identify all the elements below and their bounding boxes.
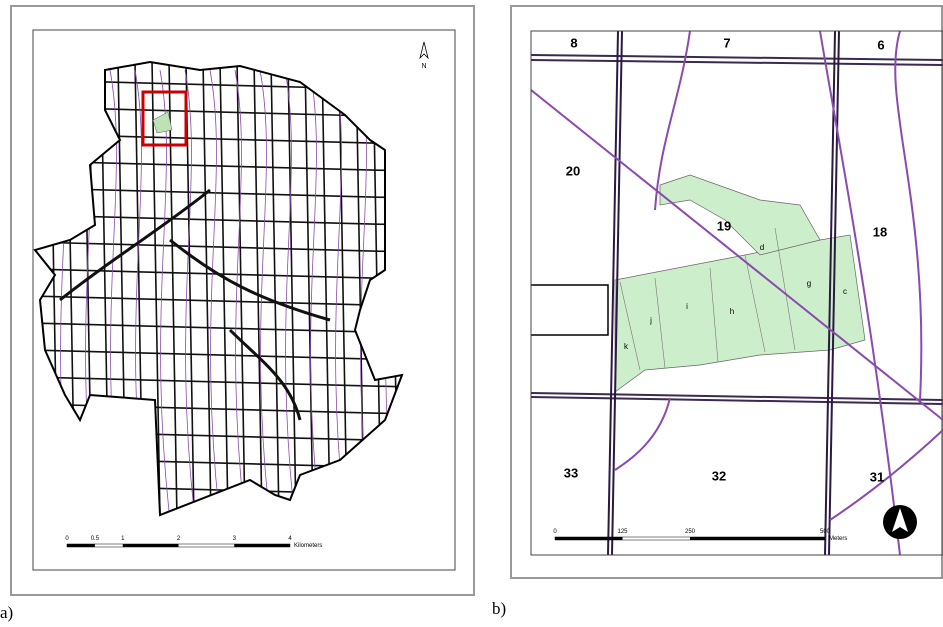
section-label: 6 <box>877 37 884 52</box>
scale-segment <box>67 544 95 547</box>
section-label: 18 <box>873 224 887 239</box>
section-label: 7 <box>723 35 730 50</box>
scale-label: 4 <box>288 536 292 542</box>
stand-label: c <box>843 287 847 296</box>
road <box>35 349 402 361</box>
road <box>35 241 402 253</box>
scale-segment <box>690 537 825 540</box>
scale-label: 0.5 <box>91 536 100 542</box>
road <box>202 62 212 515</box>
scale-label: 2 <box>177 536 181 542</box>
stream <box>259 69 271 515</box>
road <box>35 187 402 199</box>
scale-segment <box>234 544 290 547</box>
map-border <box>32 29 456 571</box>
road <box>287 62 297 515</box>
stand-label: i <box>686 302 688 311</box>
section-label: 20 <box>566 163 580 178</box>
scale-label: 500 <box>820 529 831 535</box>
north-label: N <box>421 63 426 70</box>
map <box>531 31 943 555</box>
stand-label: h <box>730 307 734 316</box>
stand-label: k <box>624 342 629 351</box>
panel-label: a) <box>0 603 13 622</box>
scale-label: 250 <box>685 529 696 535</box>
road <box>253 62 263 515</box>
section-label: 8 <box>570 35 577 50</box>
stream <box>234 69 246 515</box>
section-label: 33 <box>564 465 578 480</box>
road <box>270 62 280 515</box>
stream <box>309 69 321 515</box>
scale-label: 0 <box>553 529 557 535</box>
road <box>35 295 402 307</box>
scale-unit: Meters <box>829 536 847 542</box>
scale-label: 1 <box>121 536 125 542</box>
scale-unit: Kilometers <box>294 543 322 549</box>
scale-label: 125 <box>617 529 628 535</box>
road <box>35 376 402 388</box>
panel-label: b) <box>492 599 506 618</box>
panel-b: 8 7 6 20 19 18 33 32 31 d g c h i j k 0 1… <box>492 5 943 618</box>
section-label: 32 <box>712 468 726 483</box>
scale-segment <box>555 537 623 540</box>
scale-label: 0 <box>65 536 69 542</box>
road <box>338 62 348 515</box>
road <box>219 62 229 515</box>
section-label: 31 <box>870 469 884 484</box>
stream <box>284 69 296 515</box>
section-label: 19 <box>717 218 731 233</box>
stand-label: d <box>760 243 764 252</box>
stream <box>209 69 221 515</box>
road <box>236 62 246 515</box>
inset-marker <box>141 90 188 147</box>
stand-label: g <box>807 279 811 288</box>
road <box>304 62 314 515</box>
scale-label: 3 <box>233 536 237 542</box>
road <box>321 62 331 515</box>
stand-label: j <box>649 316 652 325</box>
scale-segment <box>122 544 179 547</box>
stream <box>334 69 346 515</box>
road <box>168 62 178 515</box>
road <box>35 322 402 334</box>
